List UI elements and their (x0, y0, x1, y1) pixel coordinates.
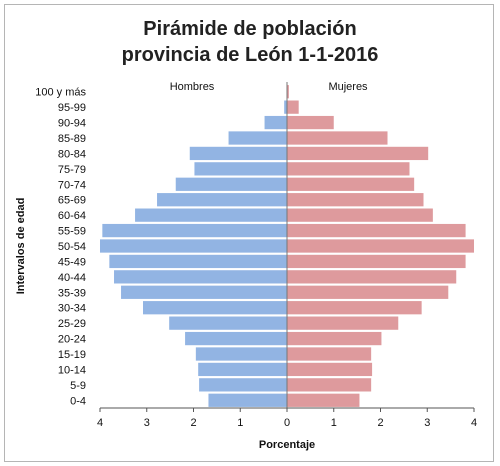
y-tick-label: 55-59 (58, 226, 86, 238)
bar-mujeres (287, 362, 373, 377)
y-axis-title: Intervalos de edad (15, 198, 27, 295)
y-tick-label: 20-24 (58, 334, 86, 346)
x-tick-label: 1 (331, 417, 337, 429)
y-tick-label: 85-89 (58, 133, 86, 145)
y-tick-label: 0-4 (70, 395, 86, 407)
x-tick-label: 2 (377, 417, 383, 429)
bar-hombres (264, 115, 287, 130)
bar-hombres (208, 393, 287, 407)
bar-mujeres (287, 331, 382, 346)
series-label-mujeres: Mujeres (328, 81, 368, 93)
bar-hombres (194, 162, 287, 176)
bar-mujeres (287, 393, 360, 407)
bar-hombres (228, 131, 287, 145)
bar-mujeres (287, 193, 424, 207)
bar-hombres (109, 254, 287, 269)
bar-mujeres (287, 301, 422, 315)
x-tick-label: 1 (237, 417, 243, 429)
bar-mujeres (287, 115, 334, 130)
bar-mujeres (287, 131, 388, 145)
y-tick-label: 10-14 (58, 364, 86, 376)
x-tick-label: 0 (284, 417, 290, 429)
y-tick-label: 100 y más (35, 87, 86, 99)
bar-hombres (199, 378, 287, 392)
y-tick-label: 50-54 (58, 241, 86, 253)
x-axis-title: Porcentaje (259, 439, 315, 451)
bar-hombres (100, 239, 287, 253)
y-tick-label: 65-69 (58, 195, 86, 207)
bar-hombres (114, 270, 288, 284)
y-tick-label: 95-99 (58, 102, 86, 114)
bar-mujeres (287, 177, 415, 191)
bar-hombres (102, 223, 287, 238)
bar-hombres (185, 331, 287, 346)
x-tick-label: 4 (471, 417, 477, 429)
bar-hombres (157, 193, 287, 207)
bar-mujeres (287, 85, 289, 99)
bar-hombres (135, 208, 287, 222)
chart-title: Pirámide de población (143, 18, 357, 40)
y-tick-label: 40-44 (58, 272, 86, 284)
y-tick-label: 90-94 (58, 118, 86, 130)
bar-mujeres (287, 208, 433, 222)
chart-subtitle: provincia de León 1-1-2016 (121, 44, 379, 66)
bar-hombres (143, 301, 287, 315)
y-tick-label: 60-64 (58, 210, 86, 222)
x-tick-label: 3 (424, 417, 430, 429)
bar-mujeres (287, 378, 372, 392)
y-tick-label: 15-19 (58, 349, 86, 361)
y-tick-label: 80-84 (58, 148, 86, 160)
bar-mujeres (287, 162, 410, 176)
y-tick-label: 30-34 (58, 303, 86, 315)
bar-mujeres (287, 146, 429, 161)
bar-hombres (198, 362, 287, 377)
y-tick-label: 5-9 (70, 380, 86, 392)
x-tick-label: 4 (97, 417, 103, 429)
bar-mujeres (287, 223, 466, 238)
bar-mujeres (287, 285, 449, 299)
bar-mujeres (287, 239, 474, 253)
bar-mujeres (287, 254, 466, 269)
bar-mujeres (287, 316, 399, 330)
bar-hombres (284, 100, 287, 114)
bar-hombres (169, 316, 287, 330)
x-tick-label: 2 (190, 417, 196, 429)
y-tick-label: 35-39 (58, 287, 86, 299)
bar-hombres (121, 285, 287, 299)
bar-hombres (189, 146, 287, 161)
series-label-hombres: Hombres (170, 81, 215, 93)
y-tick-label: 70-74 (58, 179, 86, 191)
y-tick-label: 25-29 (58, 318, 86, 330)
y-tick-label: 75-79 (58, 164, 86, 176)
bar-mujeres (287, 347, 372, 361)
y-tick-label: 45-49 (58, 256, 86, 268)
bar-hombres (175, 177, 287, 191)
bar-mujeres (287, 270, 457, 284)
bar-mujeres (287, 100, 299, 114)
bar-hombres (195, 347, 287, 361)
x-tick-label: 3 (144, 417, 150, 429)
